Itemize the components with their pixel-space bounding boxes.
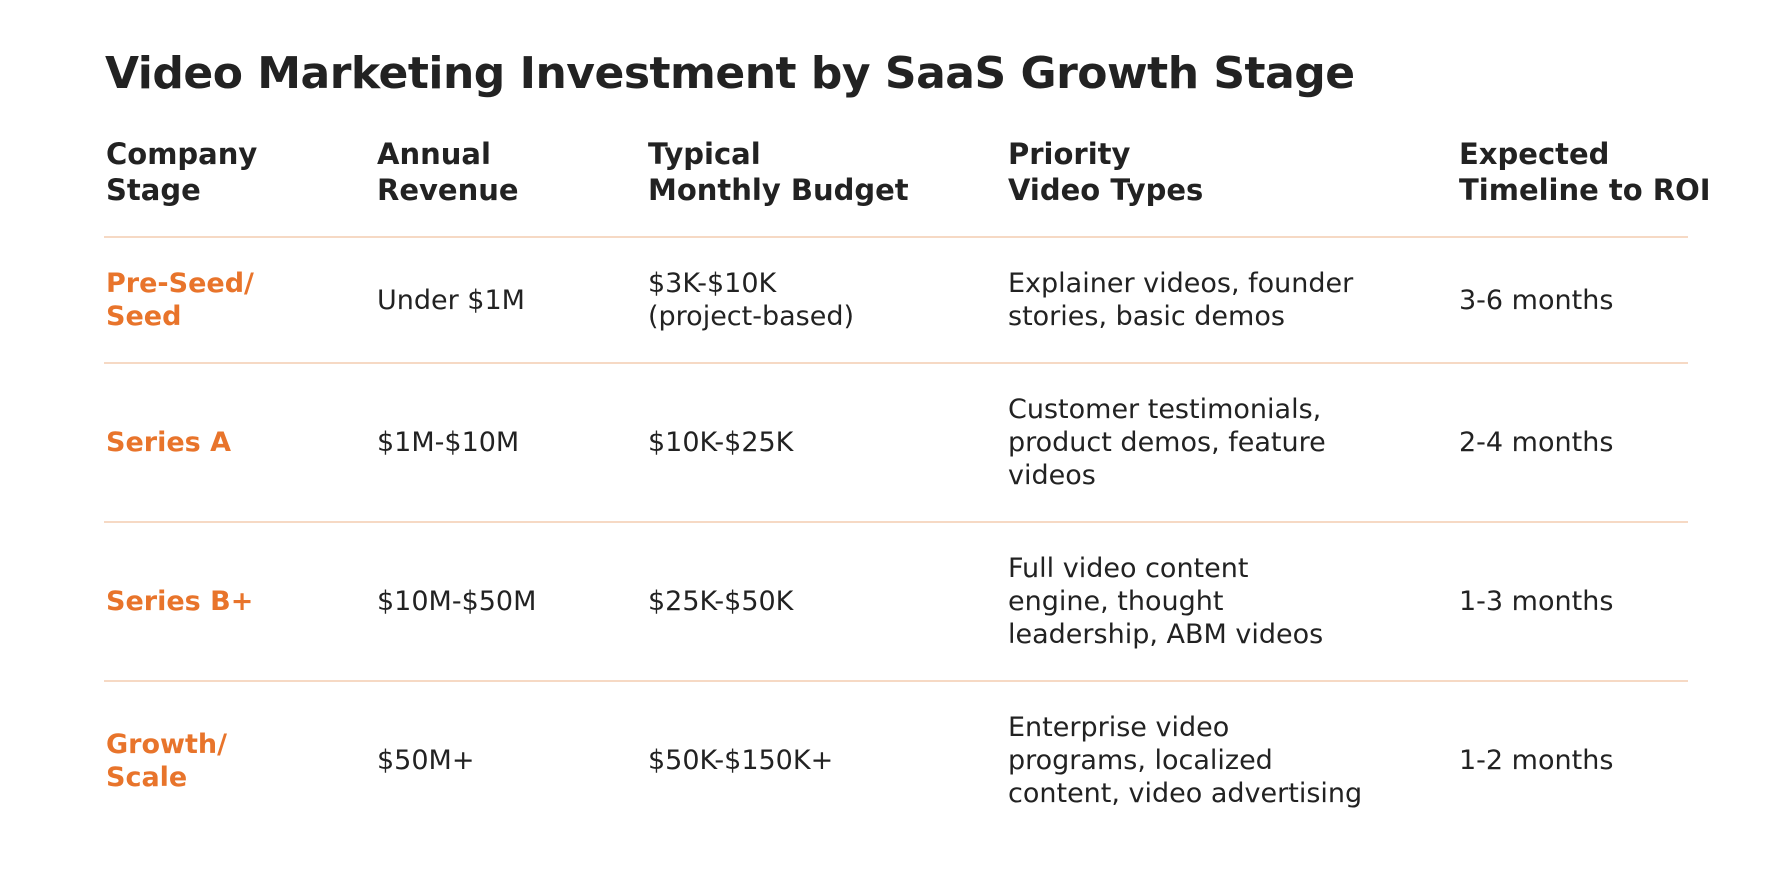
stage-table: Company Stage Annual Revenue Typical Mon…	[104, 136, 1711, 839]
header-monthly-budget: Typical Monthly Budget	[646, 136, 1006, 238]
table-row: Pre-Seed/ Seed Under $1M $3K-$10K (proje…	[104, 237, 1688, 364]
stage-cell: Series A	[104, 363, 375, 523]
header-annual-revenue: Annual Revenue	[375, 136, 646, 238]
video-types-cell: Customer testimonials, product demos, fe…	[1006, 363, 1457, 523]
revenue-cell: $10M-$50M	[375, 522, 646, 682]
video-types-cell: Enterprise video programs, localized con…	[1008, 712, 1363, 809]
table-row: Series A $1M-$10M $10K-$25K Customer tes…	[104, 363, 1688, 523]
stage-cell: Growth/ Scale	[106, 728, 227, 793]
budget-cell: $3K-$10K (project-based)	[646, 237, 1006, 364]
budget-cell: $50K-$150K+	[648, 745, 834, 776]
timeline-cell: 1-2 months	[1459, 745, 1614, 776]
video-types-cell: Full video content engine, thought leade…	[1006, 522, 1457, 682]
header-video-types: Priority Video Types	[1006, 136, 1457, 238]
budget-cell: $25K-$50K	[646, 522, 1006, 682]
budget-cell: $10K-$25K	[646, 363, 1006, 523]
stage-cell: Series B+	[104, 522, 375, 682]
revenue-cell: $50M+	[377, 745, 475, 776]
page-title: Video Marketing Investment by SaaS Growt…	[105, 48, 1355, 99]
table-row: Series B+ $10M-$50M $25K-$50K Full video…	[104, 522, 1688, 682]
timeline-cell: 2-4 months	[1457, 363, 1688, 523]
stage-cell: Pre-Seed/ Seed	[104, 237, 375, 364]
revenue-cell: $1M-$10M	[375, 363, 646, 523]
video-types-cell: Explainer videos, founder stories, basic…	[1006, 237, 1457, 364]
revenue-cell: Under $1M	[375, 237, 646, 364]
header-row: Company Stage Annual Revenue Typical Mon…	[104, 136, 1711, 238]
timeline-cell: 3-6 months	[1457, 237, 1688, 364]
header-company-stage: Company Stage	[104, 136, 375, 238]
timeline-cell: 1-3 months	[1457, 522, 1688, 682]
header-timeline: Expected Timeline to ROI	[1457, 136, 1711, 238]
table-row: Growth/ Scale $50M+ $50K-$150K+ Enterpri…	[104, 681, 1688, 839]
